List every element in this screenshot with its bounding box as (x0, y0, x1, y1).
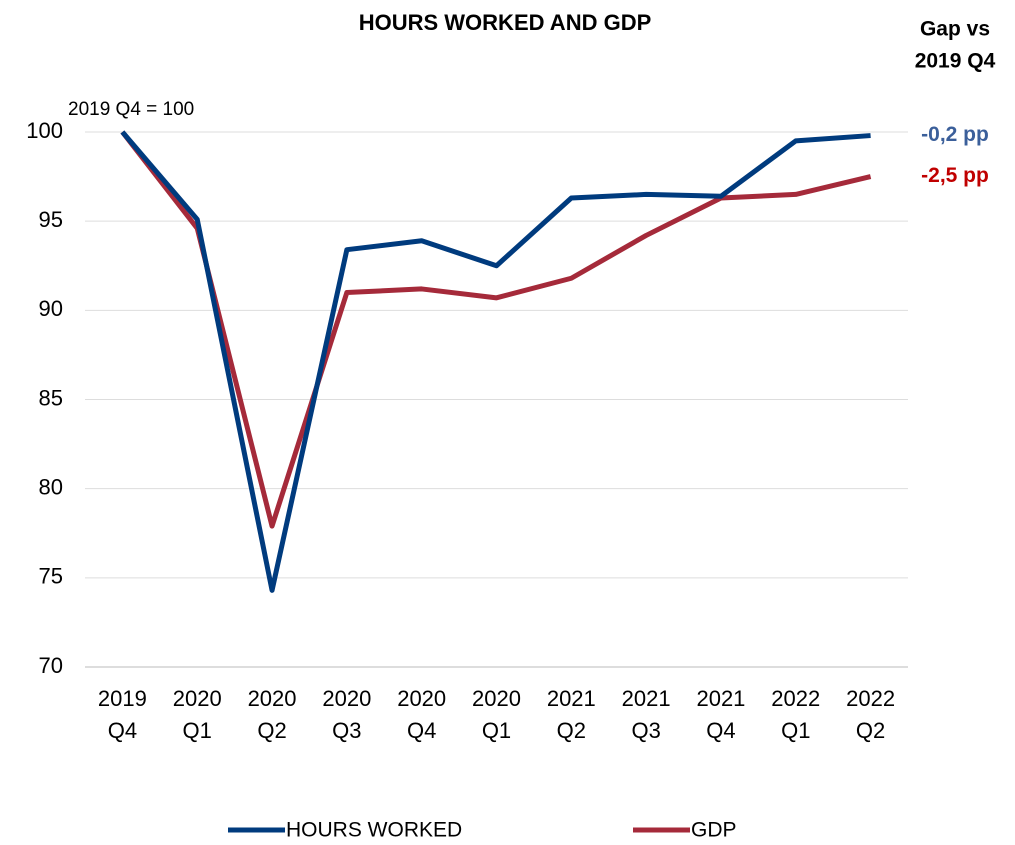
y-tick-label: 80 (39, 474, 63, 499)
y-tick-label: 75 (39, 564, 63, 589)
unit-note: 2019 Q4 = 100 (68, 99, 194, 120)
x-tick-label: 2021 Q2 (547, 686, 596, 743)
gap-header: Gap vs (920, 18, 990, 41)
y-tick-label: 85 (39, 385, 63, 410)
x-tick-label: 2022 Q1 (771, 686, 820, 743)
x-tick-label: 2020 Q1 (173, 686, 222, 743)
gap-label: -2,5 pp (921, 164, 989, 187)
x-tick-label: 2020 Q3 (322, 686, 371, 743)
y-tick-label: 100 (26, 118, 63, 143)
legend-label: HOURS WORKED (286, 819, 462, 842)
x-tick-label: 2021 Q3 (622, 686, 671, 743)
x-tick-label: 2019 Q4 (98, 686, 147, 743)
chart-title: HOURS WORKED AND GDP (359, 10, 652, 35)
gap-header: 2019 Q4 (915, 50, 996, 73)
x-tick-label: 2022 Q2 (846, 686, 895, 743)
series-line (120, 130, 872, 529)
gap-label: -0,2 pp (921, 123, 989, 146)
y-tick-label: 70 (39, 653, 63, 678)
y-tick-label: 90 (39, 296, 63, 321)
x-tick-label: 2020 Q4 (397, 686, 446, 743)
x-tick-label: 2021 Q4 (696, 686, 745, 743)
x-tick-label: 2020 Q1 (472, 686, 521, 743)
y-tick-label: 95 (39, 207, 63, 232)
x-tick-label: 2020 Q2 (248, 686, 297, 743)
legend-label: GDP (691, 819, 737, 842)
series-line (120, 130, 871, 593)
